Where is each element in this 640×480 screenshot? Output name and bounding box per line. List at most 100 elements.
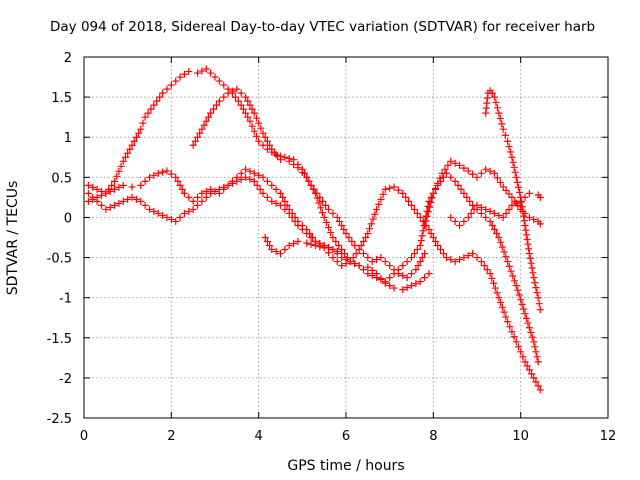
data-point [432, 238, 440, 246]
data-point [320, 244, 328, 252]
data-point [290, 160, 298, 168]
data-point [185, 207, 193, 215]
data-point [512, 199, 520, 207]
data-point [421, 274, 429, 282]
data-point [128, 193, 136, 201]
data-point [351, 260, 359, 268]
data-point [189, 197, 197, 205]
data-point [517, 198, 525, 206]
data-point [355, 246, 363, 254]
data-point [504, 258, 512, 266]
data-point [305, 177, 313, 185]
data-point [364, 263, 372, 271]
data-point [425, 225, 433, 233]
data-point [150, 171, 158, 179]
data-point [159, 211, 167, 219]
data-point [532, 284, 540, 292]
data-point [338, 221, 346, 229]
data-point [477, 258, 485, 266]
x-tick-label: 6 [342, 429, 350, 444]
data-point [525, 366, 533, 374]
data-point [338, 246, 346, 254]
data-point [377, 254, 385, 262]
data-point [329, 234, 337, 241]
data-point [523, 362, 531, 370]
data-point [381, 278, 389, 286]
data-point [307, 240, 315, 248]
data-point [220, 183, 228, 191]
data-point [84, 181, 92, 189]
data-point [106, 187, 114, 195]
data-point [325, 249, 333, 257]
data-point [250, 177, 258, 185]
data-point [508, 153, 516, 161]
data-point [512, 282, 520, 290]
data-point [490, 93, 498, 101]
data-point [261, 133, 269, 141]
data-point [408, 282, 415, 290]
data-point [368, 272, 376, 280]
data-point [325, 205, 333, 213]
data-point [351, 242, 359, 250]
x-axis: 0 2 4 6 8 10 12 [80, 57, 616, 444]
data-point [381, 185, 389, 193]
data-point [524, 240, 532, 248]
data-point [440, 173, 448, 181]
data-point [488, 221, 496, 229]
data-point [418, 254, 426, 262]
data-point [502, 209, 510, 217]
data-point [482, 213, 490, 221]
data-point [317, 204, 325, 212]
data-point [333, 248, 341, 256]
data-point [499, 213, 507, 221]
data-point [242, 173, 250, 181]
data-point [523, 236, 531, 244]
data-point [246, 175, 254, 183]
data-point [403, 274, 411, 282]
data-point [124, 195, 132, 203]
data-point [237, 175, 245, 183]
data-point [130, 137, 138, 145]
data-point [84, 189, 92, 197]
data-point [367, 220, 375, 228]
data-point [257, 124, 265, 132]
data-point [359, 250, 367, 258]
data-point [303, 173, 311, 181]
data-point [429, 189, 437, 197]
data-point [386, 184, 394, 192]
x-tick-label: 8 [429, 429, 437, 444]
data-point [207, 69, 215, 77]
data-point [525, 213, 533, 221]
data-point [359, 266, 367, 274]
data-point [178, 185, 186, 193]
data-point [519, 207, 527, 215]
data-point [338, 262, 346, 270]
data-point [202, 117, 210, 125]
data-point [470, 205, 478, 213]
data-point [533, 353, 541, 361]
data-point [514, 286, 522, 294]
data-point [294, 221, 302, 229]
data-point [200, 121, 208, 129]
data-point [429, 234, 437, 241]
data-point [281, 197, 289, 205]
data-point [477, 209, 485, 217]
data-point [517, 348, 525, 356]
data-point [242, 93, 250, 101]
data-point [215, 77, 223, 85]
data-point [375, 200, 383, 208]
data-point [530, 274, 538, 282]
data-point [250, 127, 258, 135]
data-point [291, 217, 299, 225]
x-tick-label: 10 [512, 429, 529, 444]
data-point [424, 208, 432, 216]
data-point [457, 185, 465, 193]
data-point [493, 104, 501, 112]
data-point [346, 258, 354, 266]
data-point [436, 174, 444, 182]
data-point [97, 201, 105, 209]
data-point [315, 199, 323, 207]
data-point [189, 205, 197, 213]
data-point [233, 85, 241, 93]
data-point [163, 85, 171, 93]
